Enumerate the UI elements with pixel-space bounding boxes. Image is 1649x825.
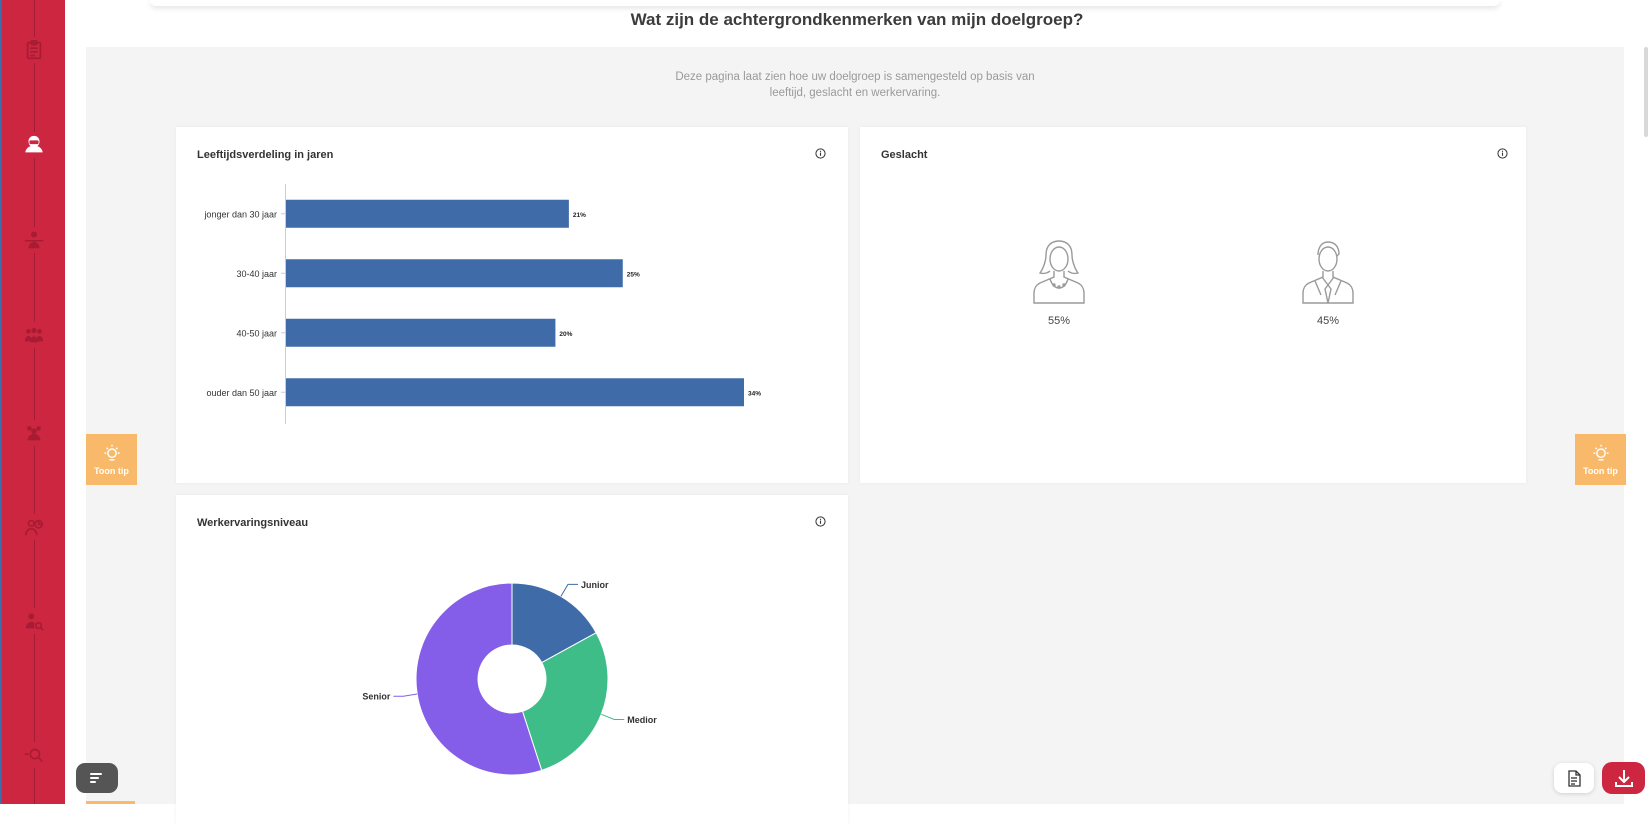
age-card-title: Leeftijdsverdeling in jaren: [197, 149, 334, 161]
female-icon: [1033, 240, 1085, 304]
menu-button[interactable]: [76, 763, 118, 793]
document-button[interactable]: [1554, 763, 1594, 793]
donut-slice[interactable]: [511, 582, 597, 664]
intro-line-2: leeftijd, geslacht en werkervaring.: [769, 87, 941, 99]
tip-button-partial[interactable]: [86, 801, 135, 804]
category-label: jonger dan 30 jaar: [203, 209, 277, 219]
gender-card: Geslacht 55% 45%: [860, 127, 1526, 483]
donut-slice[interactable]: [521, 632, 609, 771]
clipboard-icon[interactable]: [21, 37, 47, 63]
info-icon[interactable]: [815, 148, 826, 159]
scrollbar[interactable]: [1644, 47, 1648, 137]
search-icon[interactable]: [21, 742, 47, 768]
tip-button-label: Toon tip: [94, 465, 129, 476]
value-label: 21%: [573, 212, 586, 219]
slice-leader-line: [560, 583, 578, 597]
download-icon: [1614, 770, 1633, 787]
bar[interactable]: [286, 318, 556, 347]
bar[interactable]: [286, 259, 623, 288]
value-label: 20%: [559, 331, 572, 338]
experience-card: Werkervaringsniveau Junior Medior Senior: [176, 495, 848, 825]
tip-button-right[interactable]: Toon tip: [1575, 434, 1626, 485]
team-icon[interactable]: [21, 420, 47, 446]
slice-label: Senior: [362, 692, 391, 702]
category-label: ouder dan 50 jaar: [206, 388, 277, 398]
donut-slice[interactable]: [415, 582, 543, 776]
person-chart-icon[interactable]: [21, 514, 47, 540]
info-icon[interactable]: [1497, 148, 1508, 159]
sidebar-nav: [0, 0, 65, 804]
tip-button-left[interactable]: Toon tip: [86, 434, 137, 485]
bar[interactable]: [286, 378, 744, 407]
value-label: 34%: [748, 390, 761, 397]
download-button[interactable]: [1602, 762, 1645, 794]
group-icon[interactable]: [21, 322, 47, 348]
main-content: Deze pagina laat zien hoe uw doelgroep i…: [86, 47, 1624, 825]
lightbulb-icon: [104, 444, 119, 461]
document-icon: [1568, 769, 1581, 787]
age-bar-chart: jonger dan 30 jaar 21% 30-40 jaar 25% 40-50 …: [203, 184, 761, 424]
category-label: 30-40 jaar: [236, 269, 277, 279]
slice-leader-line: [601, 713, 625, 720]
gender-card-title: Geslacht: [881, 149, 928, 161]
menu-lines-icon: [90, 773, 102, 783]
female-stat: 55%: [1014, 237, 1104, 327]
male-percentage: 45%: [1316, 315, 1340, 327]
lightbulb-icon: [1593, 444, 1608, 461]
person-search-icon[interactable]: [21, 608, 47, 634]
page-intro: Deze pagina laat zien hoe uw doelgroep i…: [86, 69, 1624, 101]
page-title: Wat zijn de achtergrondkenmerken van mij…: [630, 10, 1084, 29]
experience-donut-chart: Junior Medior Senior: [362, 580, 657, 776]
bar[interactable]: [286, 199, 569, 228]
male-icon: [1302, 241, 1354, 304]
sidebar-track: [34, 0, 35, 804]
male-stat: 45%: [1283, 237, 1373, 327]
info-icon[interactable]: [815, 516, 826, 527]
slice-label: Medior: [627, 715, 657, 725]
age-card: Leeftijdsverdeling in jaren jonger dan 3…: [176, 127, 848, 483]
female-percentage: 55%: [1047, 315, 1071, 327]
person-icon[interactable]: [21, 132, 47, 158]
slice-label: Junior: [581, 580, 609, 590]
category-label: 40-50 jaar: [236, 328, 277, 338]
intro-line-1: Deze pagina laat zien hoe uw doelgroep i…: [675, 71, 1035, 83]
experience-card-title: Werkervaringsniveau: [197, 517, 309, 529]
top-header-strip: [150, 0, 1500, 6]
slice-leader-line: [393, 693, 418, 697]
tip-button-label: Toon tip: [1583, 465, 1618, 476]
value-label: 25%: [627, 271, 640, 278]
balance-person-icon[interactable]: [21, 227, 47, 253]
